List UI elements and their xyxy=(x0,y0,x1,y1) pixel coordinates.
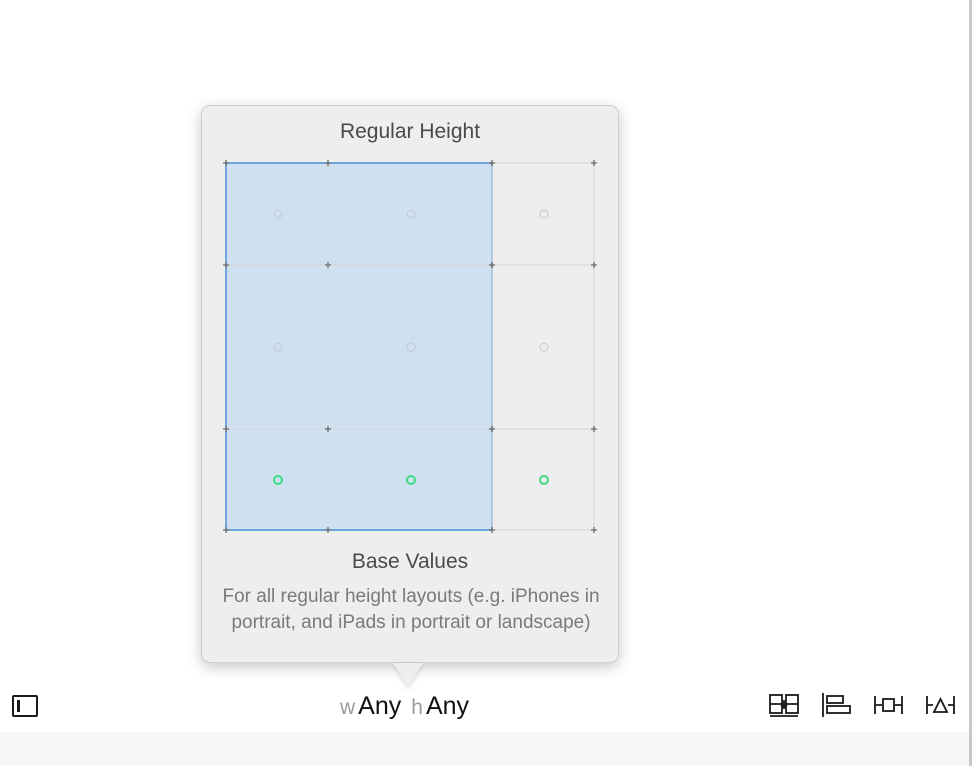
width-prefix: w xyxy=(340,696,356,719)
dot-inactive xyxy=(539,342,549,352)
popover-description: For all regular height layouts (e.g. iPh… xyxy=(222,586,600,633)
resolve-issues-icon[interactable] xyxy=(924,692,957,718)
dot-inactive xyxy=(273,209,283,219)
selected-region xyxy=(225,162,493,531)
embed-in-stack-icon[interactable] xyxy=(768,692,801,718)
dot-active xyxy=(406,475,416,485)
popover-title: Regular Height xyxy=(339,120,481,143)
dot-inactive xyxy=(539,209,549,219)
bottom-toolbar xyxy=(0,684,969,732)
width-class-value[interactable]: Any xyxy=(358,692,402,720)
align-icon[interactable] xyxy=(820,692,853,718)
size-class-grid[interactable] xyxy=(222,158,602,538)
dot-active xyxy=(539,475,549,485)
grid-lines xyxy=(226,162,595,531)
sidebar-toggle-bar xyxy=(17,700,20,712)
dot-inactive xyxy=(406,209,416,219)
height-prefix: h xyxy=(411,696,423,719)
inspector-divider xyxy=(969,0,972,766)
pin-icon[interactable] xyxy=(872,692,905,718)
grid-dots xyxy=(273,209,549,485)
popover-arrow xyxy=(393,663,423,687)
layout-tools xyxy=(768,692,957,718)
sidebar-toggle-icon[interactable] xyxy=(12,695,38,717)
height-class-value[interactable]: Any xyxy=(425,692,470,720)
size-class-popover: Regular Height xyxy=(201,105,619,663)
dot-inactive xyxy=(273,342,283,352)
grid-tick-marks xyxy=(223,160,597,533)
dot-active xyxy=(273,475,283,485)
dot-inactive xyxy=(406,342,416,352)
popover-subtitle: Base Values xyxy=(351,550,469,573)
bottom-fill xyxy=(0,732,969,766)
size-class-control[interactable]: w Any h Any xyxy=(340,692,469,722)
